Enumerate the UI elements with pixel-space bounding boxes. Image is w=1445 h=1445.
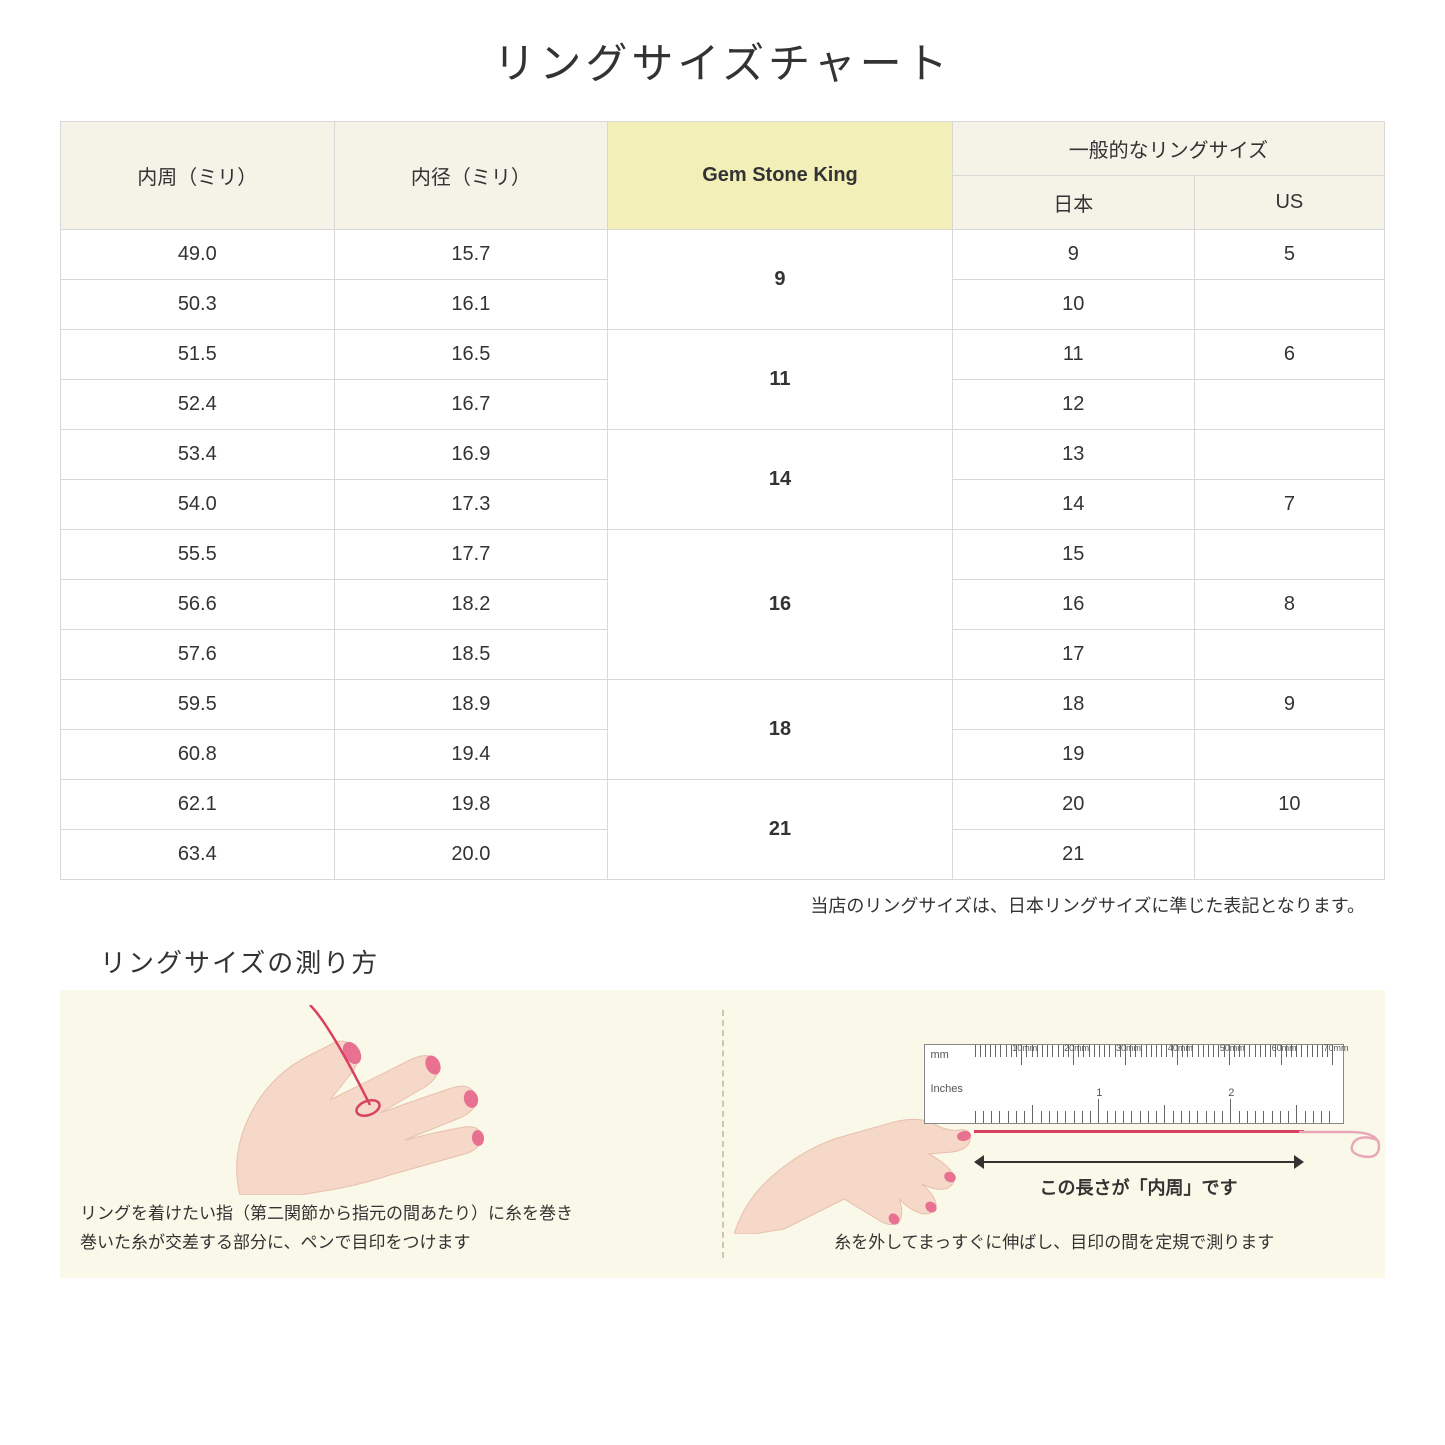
col-circumference: 内周（ミリ） [61,122,335,230]
ruler-in-label: Inches [931,1083,963,1095]
cell-circumference: 54.0 [61,480,335,530]
cell-gsk: 21 [608,780,953,880]
cell-us [1194,530,1384,580]
thread-curl [1299,1104,1389,1164]
cell-us [1194,730,1384,780]
cell-japan: 15 [952,530,1194,580]
cell-japan: 11 [952,330,1194,380]
ruler-mm-label: mm [931,1049,949,1061]
page-title: リングサイズチャート [60,30,1385,91]
table-row: 53.416.91413 [61,430,1385,480]
cell-us: 7 [1194,480,1384,530]
cell-diameter: 17.3 [334,480,608,530]
hand-wrap-illustration [180,1005,702,1185]
cell-circumference: 60.8 [61,730,335,780]
cell-gsk: 18 [608,680,953,780]
cell-diameter: 18.9 [334,680,608,730]
length-arrow [974,1152,1304,1172]
cell-diameter: 15.7 [334,230,608,280]
cell-circumference: 53.4 [61,430,335,480]
table-row: 59.518.918189 [61,680,1385,730]
cell-japan: 9 [952,230,1194,280]
cell-circumference: 63.4 [61,830,335,880]
cell-japan: 14 [952,480,1194,530]
col-general-group: 一般的なリングサイズ [952,122,1384,176]
cell-japan: 12 [952,380,1194,430]
measure-title: リングサイズの測り方 [100,943,1385,980]
cell-japan: 18 [952,680,1194,730]
cell-japan: 20 [952,780,1194,830]
cell-us: 5 [1194,230,1384,280]
cell-us: 10 [1194,780,1384,830]
cell-us [1194,380,1384,430]
thread-line [974,1130,1304,1133]
cell-gsk: 16 [608,530,953,680]
measure-panels: リングを着けたい指（第二関節から指元の間あたり）に糸を巻き 巻いた糸が交差する部… [60,990,1385,1278]
cell-japan: 16 [952,580,1194,630]
cell-circumference: 52.4 [61,380,335,430]
cell-us: 6 [1194,330,1384,380]
ruler-illustration: mm Inches 10mm20mm30mm40mm50mm60mm70mm 1… [744,1034,1366,1214]
cell-us: 9 [1194,680,1384,730]
cell-us: 8 [1194,580,1384,630]
cell-circumference: 59.5 [61,680,335,730]
ruler: mm Inches 10mm20mm30mm40mm50mm60mm70mm 1… [924,1044,1344,1124]
col-japan: 日本 [952,176,1194,230]
cell-us [1194,430,1384,480]
cell-diameter: 20.0 [334,830,608,880]
footnote: 当店のリングサイズは、日本リングサイズに準じた表記となります。 [60,892,1365,918]
cell-japan: 17 [952,630,1194,680]
cell-circumference: 51.5 [61,330,335,380]
left-caption: リングを着けたい指（第二関節から指元の間あたり）に糸を巻き 巻いた糸が交差する部… [80,1200,702,1258]
cell-us [1194,630,1384,680]
cell-gsk: 11 [608,330,953,430]
measure-panel-right: mm Inches 10mm20mm30mm40mm50mm60mm70mm 1… [724,990,1386,1278]
measure-panel-left: リングを着けたい指（第二関節から指元の間あたり）に糸を巻き 巻いた糸が交差する部… [60,990,722,1278]
cell-diameter: 16.1 [334,280,608,330]
col-us: US [1194,176,1384,230]
cell-diameter: 17.7 [334,530,608,580]
cell-circumference: 56.6 [61,580,335,630]
table-row: 62.119.8212010 [61,780,1385,830]
arrow-label: この長さが「内周」です [974,1174,1304,1200]
cell-gsk: 14 [608,430,953,530]
table-row: 51.516.511116 [61,330,1385,380]
col-diameter: 内径（ミリ） [334,122,608,230]
cell-diameter: 16.7 [334,380,608,430]
cell-circumference: 49.0 [61,230,335,280]
cell-diameter: 18.2 [334,580,608,630]
ring-size-table: 内周（ミリ） 内径（ミリ） Gem Stone King 一般的なリングサイズ … [60,121,1385,880]
cell-japan: 19 [952,730,1194,780]
cell-gsk: 9 [608,230,953,330]
cell-us [1194,830,1384,880]
cell-diameter: 19.4 [334,730,608,780]
cell-diameter: 18.5 [334,630,608,680]
col-gsk: Gem Stone King [608,122,953,230]
cell-us [1194,280,1384,330]
cell-circumference: 62.1 [61,780,335,830]
cell-diameter: 16.9 [334,430,608,480]
cell-japan: 10 [952,280,1194,330]
table-row: 49.015.7995 [61,230,1385,280]
cell-circumference: 50.3 [61,280,335,330]
cell-circumference: 57.6 [61,630,335,680]
table-row: 55.517.71615 [61,530,1385,580]
cell-diameter: 19.8 [334,780,608,830]
cell-japan: 21 [952,830,1194,880]
cell-diameter: 16.5 [334,330,608,380]
cell-circumference: 55.5 [61,530,335,580]
cell-japan: 13 [952,430,1194,480]
